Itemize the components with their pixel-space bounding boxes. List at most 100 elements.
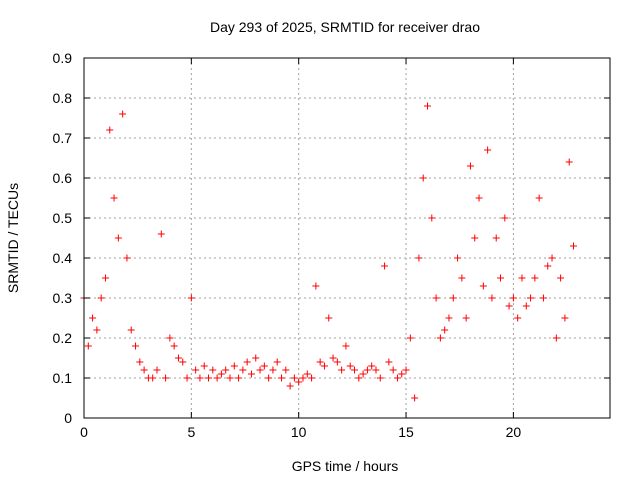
data-point [256,366,264,374]
data-point [492,234,500,242]
data-point [174,354,182,362]
data-point [325,314,333,322]
data-point [97,294,105,302]
data-point [166,334,174,342]
data-point [192,366,200,374]
data-point [462,314,470,322]
x-tick-label: 0 [80,424,88,440]
y-tick-label: 0.1 [53,370,73,386]
data-point [351,366,359,374]
data-point [179,358,187,366]
data-point [346,362,354,370]
data-point [299,374,307,382]
data-point [368,362,376,370]
data-point [389,366,397,374]
data-point [290,374,298,382]
data-point [372,366,380,374]
data-point [239,366,247,374]
data-point [441,326,449,334]
data-point [200,362,208,370]
data-point [123,254,131,262]
data-point [565,158,573,166]
data-point [265,374,273,382]
y-tick-label: 0.7 [53,130,73,146]
chart-title: Day 293 of 2025, SRMTID for receiver dra… [210,19,480,35]
data-point [411,394,419,402]
data-point [338,366,346,374]
data-point [479,282,487,290]
data-point [359,370,367,378]
y-tick-label: 0.6 [53,170,73,186]
y-tick-label: 0.2 [53,330,73,346]
data-point [522,302,530,310]
data-point [282,366,290,374]
data-point [226,374,234,382]
data-point [247,370,255,378]
data-point [110,194,118,202]
data-point [230,362,238,370]
data-point [376,374,384,382]
data-points [80,102,578,402]
data-point [406,334,414,342]
y-tick-label: 0.4 [53,250,73,266]
data-point [531,274,539,282]
data-point [106,126,114,134]
data-point [273,358,281,366]
data-point [209,366,217,374]
data-point [114,234,122,242]
data-point [222,366,230,374]
data-point [424,102,432,110]
data-point [316,358,324,366]
data-point [428,214,436,222]
data-point [140,366,148,374]
x-tick-label: 15 [398,424,414,440]
data-point [136,358,144,366]
data-point [157,230,165,238]
gridlines [84,58,610,418]
data-point [355,374,363,382]
x-tick-label: 20 [506,424,522,440]
data-point [432,294,440,302]
data-point [436,334,444,342]
data-point [475,194,483,202]
data-point [286,382,294,390]
data-point [196,374,204,382]
data-point [381,262,389,270]
data-point [505,302,513,310]
data-point [539,294,547,302]
data-point [162,374,170,382]
data-point [333,358,341,366]
data-point [170,342,178,350]
data-point [415,254,423,262]
x-tick-label: 10 [291,424,307,440]
data-point [187,294,195,302]
data-point [454,254,462,262]
y-tick-label: 0.3 [53,290,73,306]
data-point [509,294,517,302]
data-point [484,146,492,154]
data-point [329,354,337,362]
axis-ticks: 0 5 10 15 20 0 0.1 0.2 0.3 0.4 0.5 0.6 0.7 0.8 0.9 [53,50,610,440]
data-point [514,314,522,322]
y-tick-label: 0 [64,410,72,426]
data-point [183,374,191,382]
data-point [213,374,221,382]
y-axis-label: SRMTID / TECUs [5,183,21,293]
plot-frame [83,57,611,419]
data-point [320,362,328,370]
data-point [252,354,260,362]
data-point [398,370,406,378]
data-point [561,314,569,322]
data-point [518,274,526,282]
data-point [488,294,496,302]
data-point [132,342,140,350]
data-point [402,366,410,374]
data-point [471,234,479,242]
data-point [419,174,427,182]
data-point [557,274,565,282]
data-point [243,358,251,366]
data-point [260,362,268,370]
data-point [570,242,578,250]
data-point [445,314,453,322]
